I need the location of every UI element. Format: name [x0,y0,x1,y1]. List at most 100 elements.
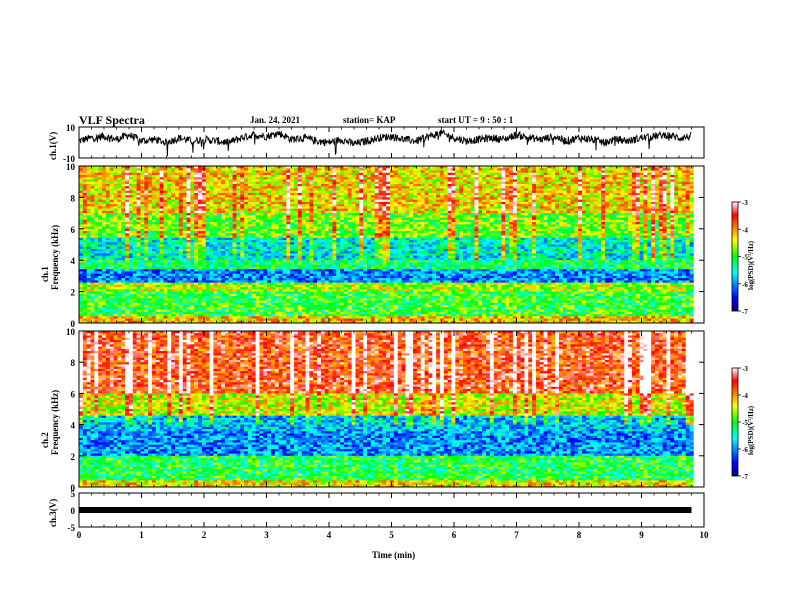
ch1-spectrogram-cell [91,177,95,180]
ch1-spectrogram-cell [494,218,498,221]
ch1-spectrogram-cell [129,168,133,171]
ch1-spectrogram-cell [217,186,221,189]
ch1-spectrogram-cell [448,186,452,189]
ch1-spectrogram-cell [594,173,598,176]
ch1-spectrogram-cell [137,177,141,180]
ch1-spectrogram-cell [267,220,271,223]
ch1-spectrogram-cell [83,184,87,187]
ch1-spectrogram-cell [236,231,240,234]
ch1-spectrogram-cell [371,191,375,194]
ch1-spectrogram-cell [133,229,137,232]
ch1-spectrogram-cell [471,193,475,196]
ch1-spectrogram-cell [382,168,386,171]
ch1-spectrogram-cell [352,202,356,205]
ch1-spectrogram-cell [444,213,448,216]
ch1-spectrogram-cell [202,188,206,191]
ch1-spectrogram-cell [140,209,144,212]
ch1-spectrogram-cell [355,206,359,209]
ch1-spectrogram-cell [306,168,310,171]
ch1-spectrogram-cell [137,175,141,178]
ch1-spectrogram-cell [355,193,359,196]
ch1-spectrogram-cell [309,204,313,207]
ch1-spectrogram-cell [229,200,233,203]
ch1-spectrogram-cell [524,186,528,189]
ch1-spectrogram-cell [490,184,494,187]
ch1-spectrogram-cell [87,229,91,232]
ch1-spectrogram-cell [609,213,613,216]
ch1-spectrogram-cell [221,173,225,176]
ch1-spectrogram-cell [605,200,609,203]
ch1-spectrogram-cell [620,195,624,198]
ch1-spectrogram-cell [283,173,287,176]
ch1-spectrogram-cell [521,193,525,196]
ch1-spectrogram-cell [521,215,525,218]
ch1-spectrogram-cell [651,215,655,218]
ch1-spectrogram-cell [482,197,486,200]
ch1-spectrogram-cell [594,186,598,189]
ch1-spectrogram-cell [444,177,448,180]
ch1-spectrogram-cell [229,213,233,216]
ch1-spectrogram-cell [628,218,632,221]
ch1-spectrogram-cell [555,186,559,189]
ch1-spectrogram-cell [636,186,640,189]
ch1-spectrogram-cell [544,200,548,203]
ch1-spectrogram-cell [298,184,302,187]
ch1-spectrogram-cell [321,233,325,236]
ch1-spectrogram-cell [544,218,548,221]
ch1-spectrogram-cell [505,168,509,171]
ch1-spectrogram-cell [428,222,432,225]
ch1-spectrogram-cell [263,215,267,218]
ch1-spectrogram-cell [682,173,686,176]
ch1-spectrogram-cell [363,215,367,218]
ch1-spectrogram-cell [436,177,440,180]
ch1-spectrogram-cell [217,233,221,236]
ch1-spectrogram-cell [563,179,567,182]
ch1-spectrogram-cell [413,211,417,214]
ch1-spectrogram-cell [590,191,594,194]
ch1-spectrogram-cell [601,197,605,200]
ch1-spectrogram-cell [94,184,98,187]
ch1-spectrogram-cell [125,173,129,176]
ch1-spectrogram-cell [521,211,525,214]
ch1-spectrogram-cell [248,224,252,227]
ch1-spectrogram-cell [467,213,471,216]
ch1-spectrogram-cell [601,193,605,196]
ch1-spectrogram-cell [690,224,694,227]
ch1-spectrogram-cell [505,204,509,207]
ch1-spectrogram-cell [663,202,667,205]
ch1-spectrogram-cell [240,231,244,234]
ch1-spectrogram-cell [160,211,164,214]
ch1-spectrogram-cell [225,229,229,232]
ch1-spectrogram-cell [152,211,156,214]
ch1-spectrogram-cell [571,206,575,209]
ch1-spectrogram-cell [183,175,187,178]
ch1-spectrogram-cell [405,215,409,218]
ch1-spectrogram-cell [352,184,356,187]
ch1-spectrogram-cell [244,227,248,230]
ch1-spectrogram-cell [286,204,290,207]
ch1-spectrogram-cell [163,227,167,230]
ch1-spectrogram-cell [198,220,202,223]
ch1-spectrogram-cell [555,213,559,216]
ch1-spectrogram-cell [263,195,267,198]
ch1-spectrogram-cell [578,175,582,178]
ch1-spectrogram-cell [521,231,525,234]
ch1-spectrogram-cell [102,179,106,182]
ch1-spectrogram-cell [398,175,402,178]
ch1-spectrogram-cell [125,186,129,189]
ch1-spectrogram-cell [248,202,252,205]
ch1-spectrogram-cell [152,213,156,216]
ch1-spectrogram-cell [190,195,194,198]
ch1-spectrogram-cell [536,215,540,218]
ch1-spectrogram-cell [597,220,601,223]
ch1-spectrogram-cell [221,233,225,236]
ch1-spectrogram-cell [582,202,586,205]
ch1-spectrogram-cell [586,200,590,203]
ch1-spectrogram-cell [321,231,325,234]
ch1-spectrogram-cell [213,200,217,203]
ch1-spectrogram-cell [524,188,528,191]
ch1-spectrogram-cell [332,227,336,230]
ch1-spectrogram-cell [179,227,183,230]
ch1-spectrogram-cell [83,215,87,218]
ch1-spectrogram-cell [632,168,636,171]
